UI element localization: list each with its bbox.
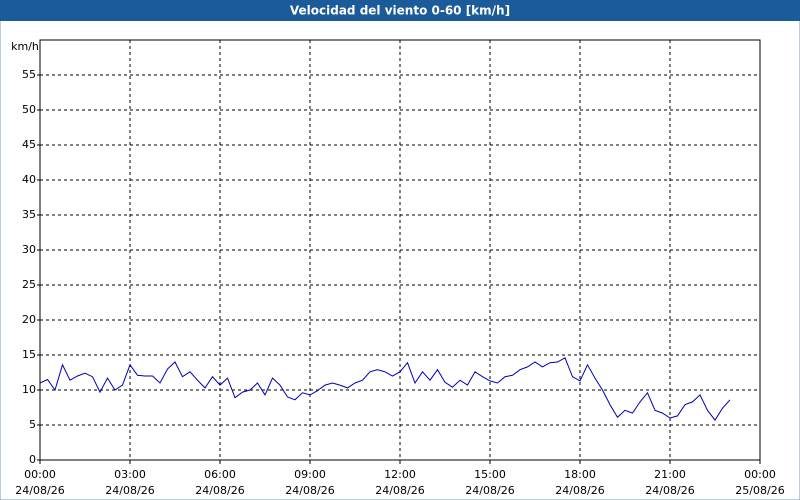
x-tick-date: 24/08/26 (195, 484, 244, 497)
x-tick-date: 25/08/26 (735, 484, 784, 497)
x-tick-label: 15:00 (474, 468, 506, 481)
x-tick-date: 24/08/26 (555, 484, 604, 497)
y-tick-label: 5 (29, 418, 36, 431)
x-tick-date: 24/08/26 (375, 484, 424, 497)
y-tick-label: 45 (22, 138, 36, 151)
x-tick-label: 00:00 (24, 468, 56, 481)
x-tick-label: 03:00 (114, 468, 146, 481)
x-tick-date: 24/08/26 (15, 484, 64, 497)
x-tick-date: 24/08/26 (465, 484, 514, 497)
title-bar (0, 0, 800, 21)
x-tick-date: 24/08/26 (105, 484, 154, 497)
y-tick-label: 20 (22, 313, 36, 326)
x-tick-label: 21:00 (654, 468, 686, 481)
y-tick-label: 50 (22, 103, 36, 116)
y-tick-label: 30 (22, 243, 36, 256)
y-tick-label: 10 (22, 383, 36, 396)
y-tick-label: 35 (22, 208, 36, 221)
x-tick-label: 09:00 (294, 468, 326, 481)
y-tick-label: 25 (22, 278, 36, 291)
y-axis-label: km/h (11, 40, 39, 53)
x-tick-label: 18:00 (564, 468, 596, 481)
y-tick-label: 40 (22, 173, 36, 186)
y-tick-label: 15 (22, 348, 36, 361)
x-tick-label: 12:00 (384, 468, 416, 481)
y-tick-label: 55 (22, 68, 36, 81)
x-tick-label: 06:00 (204, 468, 236, 481)
y-tick-label: 0 (29, 453, 36, 466)
data-line (39, 357, 731, 421)
chart-title: Velocidad del viento 0-60 [km/h] (290, 4, 510, 18)
x-tick-label: 00:00 (744, 468, 776, 481)
x-tick-date: 24/08/26 (285, 484, 334, 497)
x-tick-date: 24/08/26 (645, 484, 694, 497)
